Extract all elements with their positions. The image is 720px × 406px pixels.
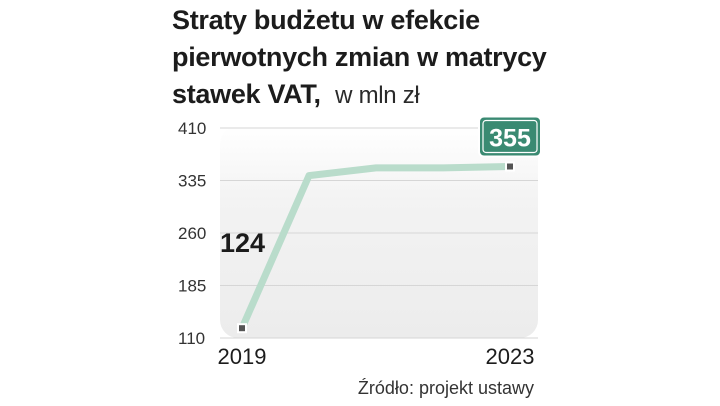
x-axis-ticks: 2019 2023 bbox=[218, 344, 535, 369]
data-labels: 124 355 bbox=[220, 115, 542, 258]
title-line-1: Straty budżetu w efekcie bbox=[172, 5, 480, 35]
title-line-3: stawek VAT, w mln zł bbox=[172, 76, 712, 114]
x-tick-2019: 2019 bbox=[218, 344, 267, 369]
data-label-last: 355 bbox=[489, 125, 531, 153]
data-label-first: 124 bbox=[220, 228, 265, 258]
title-line-2: pierwotnych zmian w matrycy bbox=[172, 42, 547, 72]
callout-box-last bbox=[478, 115, 542, 158]
plot-area bbox=[220, 126, 538, 338]
callout-inner-border bbox=[482, 119, 538, 154]
chart-title: Straty budżetu w efekcie pierwotnych zmi… bbox=[172, 2, 712, 114]
source-note: Źródło: projekt ustawy bbox=[357, 378, 534, 398]
data-point-2019 bbox=[239, 325, 245, 332]
unit-label: w mln zł bbox=[335, 82, 420, 109]
title-line-3-text: stawek VAT, bbox=[172, 79, 321, 109]
y-tick-185: 185 bbox=[178, 277, 206, 296]
y-tick-260: 260 bbox=[178, 224, 206, 243]
series-layer bbox=[237, 161, 515, 334]
series-line bbox=[238, 163, 514, 332]
y-tick-335: 335 bbox=[178, 172, 206, 191]
y-tick-410: 410 bbox=[178, 119, 206, 138]
y-tick-110: 110 bbox=[178, 329, 205, 348]
data-point-2023 bbox=[507, 163, 513, 170]
y-axis-ticks: 410 335 260 185 110 bbox=[178, 119, 206, 348]
x-tick-2023: 2023 bbox=[486, 344, 535, 369]
